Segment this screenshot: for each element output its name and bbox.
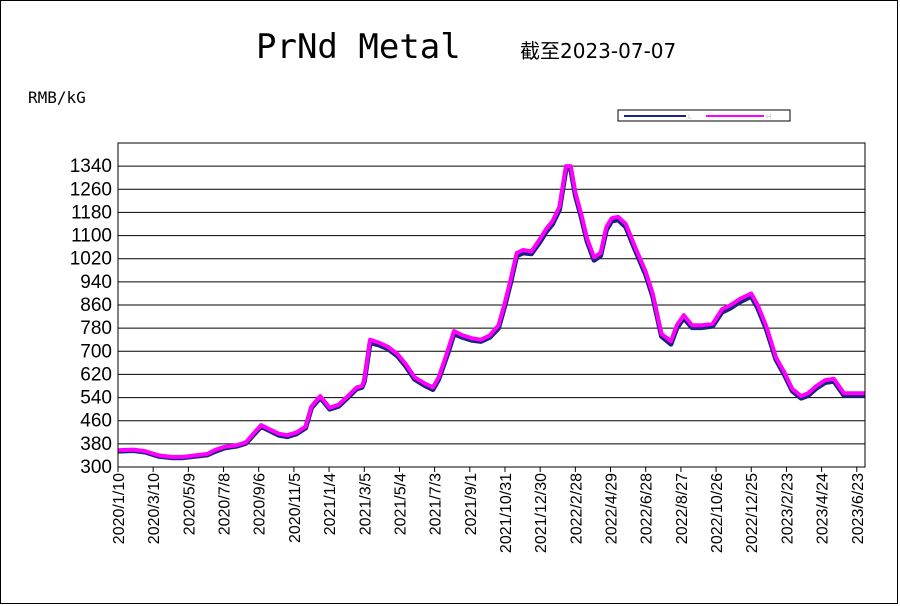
x-tick-label: 2022/2/28 (568, 473, 585, 544)
y-tick-label: 860 (80, 295, 112, 316)
y-tick-label: 620 (80, 364, 112, 385)
x-tick-label: 2022/12/25 (744, 473, 761, 553)
y-axis-ticks: 3003804605406207007808609401020110011801… (70, 156, 112, 478)
x-tick-label: 2022/8/27 (674, 473, 691, 544)
x-tick-label: 2023/2/23 (779, 473, 796, 544)
y-tick-label: 780 (80, 318, 112, 339)
x-tick-label: 2021/9/1 (463, 473, 480, 535)
y-tick-label: 460 (80, 411, 112, 432)
y-tick-label: 300 (80, 457, 112, 478)
y-tick-label: 1340 (70, 156, 112, 177)
x-tick-label: 2020/1/10 (111, 473, 128, 544)
x-tick-label: 2022/6/28 (639, 473, 656, 544)
x-tick-label: 2021/10/31 (498, 473, 515, 553)
y-tick-label: 380 (80, 434, 112, 455)
x-tick-label: 2020/11/5 (287, 473, 304, 543)
x-tick-label: 2021/7/3 (428, 473, 445, 535)
x-tick-label: 2020/7/8 (217, 473, 234, 535)
chart-title: PrNd Metal (256, 27, 461, 67)
legend-label-h: H (766, 114, 771, 121)
y-unit-label: RMB/kG (28, 88, 86, 107)
y-tick-label: 1100 (71, 226, 112, 247)
x-tick-label: 2021/1/4 (322, 473, 339, 535)
x-axis-ticks: 2020/1/10 2020/3/10 2020/5/9 2020/7/8 2020/9… (111, 467, 867, 553)
legend: L H (617, 109, 791, 122)
x-tick-label: 2021/5/4 (392, 473, 409, 535)
y-tick-label: 1020 (70, 249, 112, 270)
x-tick-label: 2020/5/9 (181, 473, 198, 535)
legend-label-l: L (688, 114, 692, 121)
legend-box (617, 109, 791, 122)
x-tick-label: 2020/9/6 (252, 473, 269, 535)
y-tick-label: 1260 (70, 179, 112, 200)
y-tick-label: 700 (80, 341, 112, 362)
series (117, 164, 865, 461)
x-tick-label: 2023/6/23 (850, 473, 867, 544)
x-tick-label: 2023/4/24 (815, 473, 832, 544)
x-tick-label: 2021/3/5 (357, 473, 374, 535)
chart-subtitle: 截至2023-07-07 (520, 39, 676, 63)
y-tick-label: 540 (80, 388, 112, 409)
x-tick-label: 2022/4/29 (604, 473, 621, 544)
grid (118, 165, 865, 468)
x-tick-label: 2021/12/30 (533, 473, 550, 553)
plot-area (117, 142, 866, 468)
series-line-h (117, 164, 865, 459)
x-tick-label: 2020/3/10 (146, 473, 163, 544)
y-tick-label: 1180 (71, 202, 112, 223)
y-tick-label: 940 (80, 272, 112, 293)
x-tick-label: 2022/10/26 (709, 473, 726, 553)
